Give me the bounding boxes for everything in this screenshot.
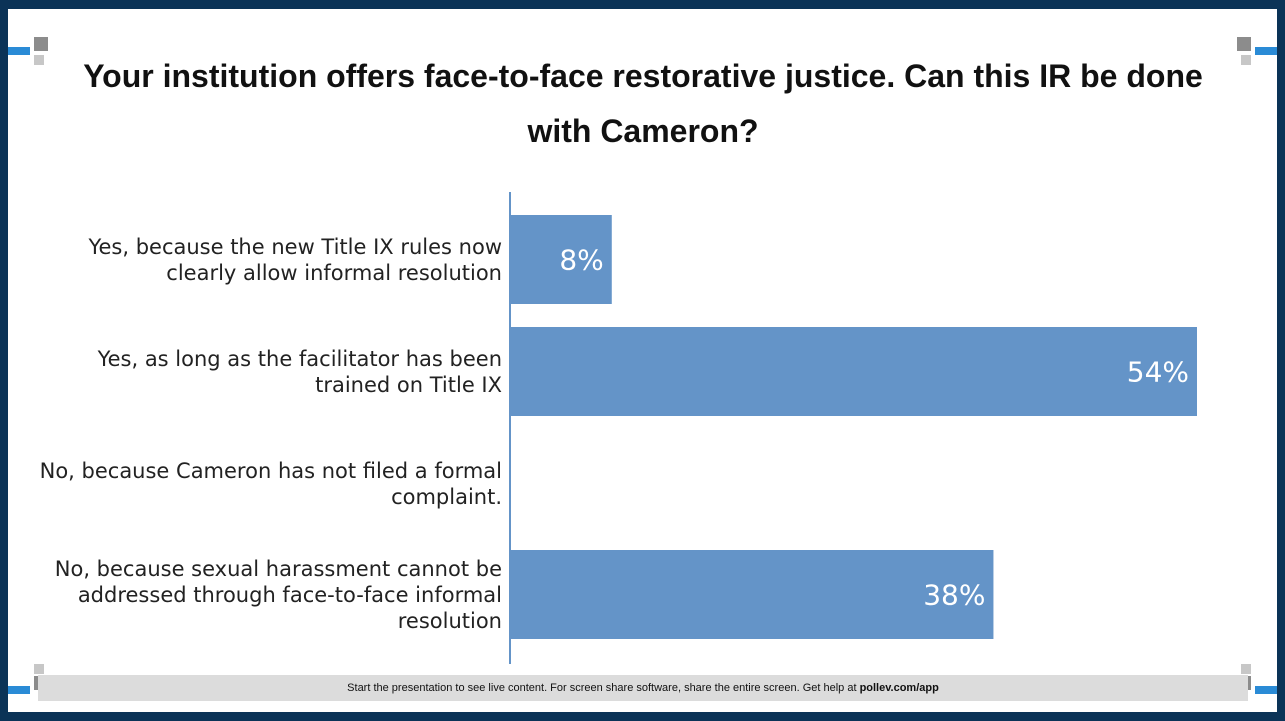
bar-4 bbox=[510, 550, 994, 639]
slide: Your institution offers face-to-face res… bbox=[8, 9, 1277, 712]
category-label-1: Yes, because the new Title IX rules now … bbox=[88, 234, 502, 285]
category-label-4: No, because sexual harassment cannot be … bbox=[54, 556, 502, 633]
corner-mark-top-right bbox=[1233, 37, 1277, 81]
chart-title: Your institution offers face-to-face res… bbox=[83, 58, 1203, 149]
bar-1 bbox=[510, 215, 612, 304]
footer-text: Start the presentation to see live conte… bbox=[347, 682, 860, 694]
data-label-1: 8% bbox=[559, 244, 603, 277]
bar-2 bbox=[510, 327, 1197, 416]
footer-bar: Start the presentation to see live conte… bbox=[38, 675, 1248, 701]
category-label-2: Yes, as long as the facilitator has been… bbox=[97, 346, 502, 397]
data-label-4: 38% bbox=[923, 579, 985, 612]
bar-chart: 8% 54% 38% bbox=[509, 192, 1197, 664]
corner-mark-top-left bbox=[8, 37, 52, 81]
category-label-3: No, because Cameron has not filed a form… bbox=[39, 458, 502, 509]
data-label-2: 54% bbox=[1127, 356, 1189, 389]
footer-link[interactable]: pollev.com/app bbox=[859, 682, 939, 694]
